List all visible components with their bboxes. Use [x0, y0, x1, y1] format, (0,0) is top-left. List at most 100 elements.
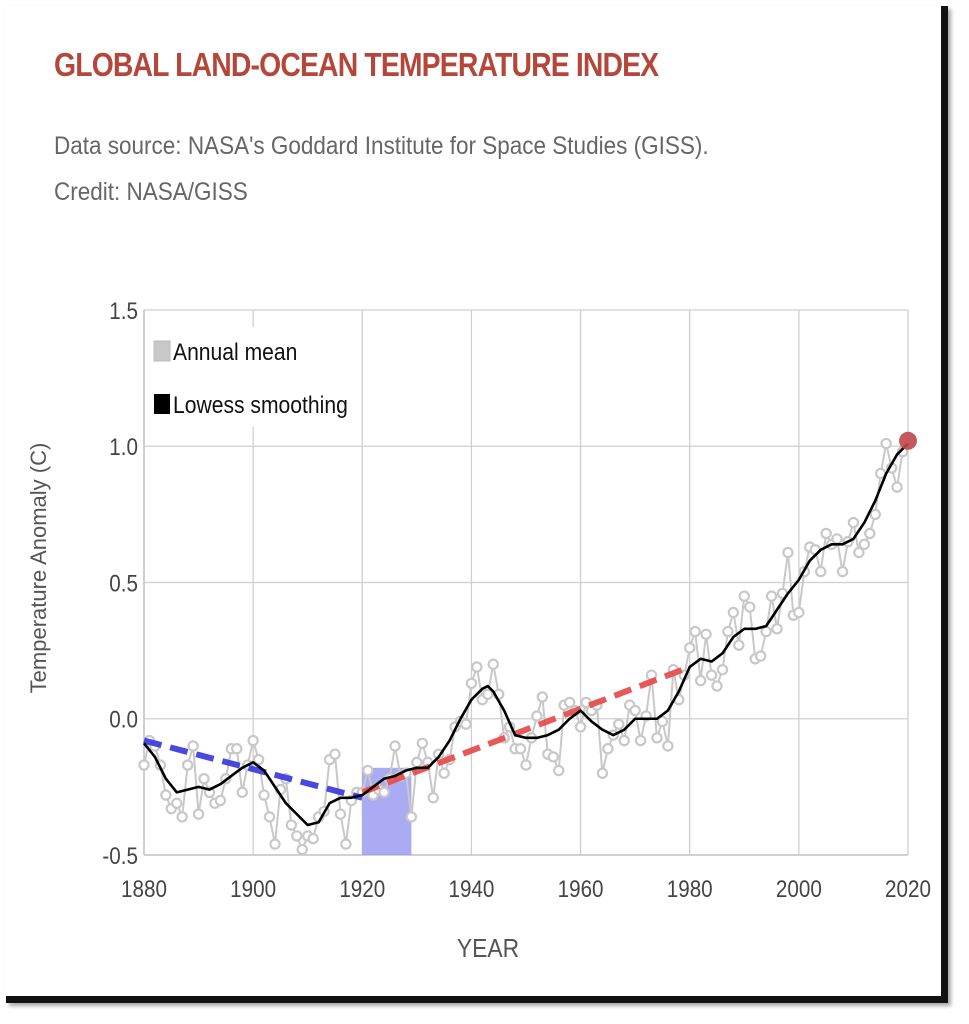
annual-mean-point: [307, 832, 319, 845]
y-tick-label: -0.5: [102, 843, 138, 870]
annual-mean-point: [618, 734, 630, 747]
annual-mean-point: [782, 546, 794, 559]
annual-mean-point: [880, 437, 892, 450]
annual-mean-point: [814, 565, 827, 578]
annual-mean-point: [733, 639, 745, 651]
annual-mean-point: [487, 658, 499, 670]
chart-title: GLOBAL LAND-OCEAN TEMPERATURE INDEX: [54, 46, 659, 83]
annual-mean-point: [547, 751, 559, 763]
chart-card: GLOBAL LAND-OCEAN TEMPERATURE INDEX Data…: [6, 6, 948, 1003]
annual-mean-point: [252, 753, 265, 766]
annual-mean-point: [460, 718, 472, 730]
annual-mean-point: [831, 533, 843, 545]
annual-mean-point: [891, 481, 903, 493]
tick-labels: 1880 1900 1920 1940 1960 1980 2000 2020 1.5 1.0 0.…: [102, 298, 931, 903]
annual-mean-point: [853, 546, 865, 559]
legend-label-annual-mean: Annual mean: [173, 339, 297, 366]
latest-point-marker: [899, 431, 917, 450]
y-tick-label: 1.0: [109, 434, 138, 461]
annual-mean-line: [143, 443, 904, 853]
latest-point-layer: [899, 431, 917, 450]
x-tick-label: 1940: [448, 876, 494, 903]
y-tick-label: 0.5: [109, 570, 138, 597]
annual-mean-point: [722, 625, 734, 638]
annual-mean-point: [716, 664, 729, 676]
annual-mean-point: [820, 527, 832, 540]
annual-mean-point: [291, 830, 303, 842]
lowess-line: [142, 442, 909, 827]
annual-mean-point: [744, 601, 756, 613]
annual-mean-point: [531, 710, 543, 722]
annual-mean-point: [465, 677, 478, 690]
annual-mean-point: [258, 789, 270, 801]
annual-mean-point: [563, 696, 576, 709]
annual-mean-point: [711, 680, 723, 692]
annual-mean-point: [378, 786, 390, 799]
annual-mean-point: [602, 743, 614, 755]
annual-mean-point: [329, 748, 341, 760]
y-axis-label: Temperature Anomaly (C): [26, 443, 51, 694]
annual-mean-point: [247, 734, 259, 747]
annual-mean-point: [858, 538, 871, 551]
annual-mean-point: [689, 625, 701, 638]
annual-mean-point: [405, 811, 418, 823]
annual-mean-point: [416, 737, 429, 749]
legend: Annual mean Lowess smoothing: [148, 327, 348, 427]
x-tick-label: 1900: [230, 876, 276, 903]
credit-text: Credit: NASA/GISS: [54, 178, 248, 206]
annual-mean-point: [836, 565, 849, 578]
annual-mean-point: [760, 625, 772, 638]
data-source-text: Data source: NASA's Goddard Institute fo…: [54, 132, 709, 160]
x-axis-label: YEAR: [457, 935, 519, 964]
annual-mean-point: [285, 819, 298, 831]
annual-mean-point: [269, 838, 281, 850]
x-tick-label: 1880: [121, 876, 167, 903]
x-tick-label: 2020: [885, 876, 931, 903]
annual-mean-point: [263, 811, 276, 823]
annual-mean-point: [793, 606, 805, 619]
annual-mean-point: [438, 767, 450, 779]
annual-mean-point: [651, 732, 663, 744]
annual-mean-point: [198, 773, 210, 785]
annual-mean-point: [176, 811, 188, 823]
annual-mean-point: [694, 674, 707, 687]
legend-swatch-lowess: [154, 394, 170, 414]
annual-mean-point: [362, 764, 374, 777]
annual-mean-point: [160, 789, 172, 801]
annual-mean-point: [656, 715, 669, 728]
annual-mean-point: [236, 786, 248, 799]
annual-mean-point: [482, 688, 494, 700]
annual-mean-point: [864, 527, 876, 540]
legend-background: [148, 327, 348, 427]
annual-mean-series: [138, 437, 909, 856]
x-tick-label: 1980: [667, 876, 713, 903]
annual-mean-point: [727, 606, 740, 619]
annual-mean-point: [771, 623, 783, 635]
annual-mean-point: [869, 508, 881, 521]
annual-mean-point: [181, 759, 194, 771]
annual-mean-point: [700, 628, 712, 640]
trend-lines-layer: [143, 664, 691, 801]
annual-mean-point: [231, 743, 243, 755]
x-tick-label: 2000: [776, 876, 822, 903]
annual-mean-point: [192, 808, 205, 820]
annual-mean-point: [629, 704, 641, 717]
legend-swatch-annual-mean: [153, 340, 171, 362]
x-tick-label: 1920: [339, 876, 385, 903]
annual-mean-point: [662, 740, 674, 752]
annual-mean-point: [613, 718, 625, 730]
annual-mean-point: [171, 797, 183, 809]
legend-label-lowess: Lowess smoothing: [173, 392, 348, 419]
annual-mean-point: [574, 721, 587, 733]
trend-dashed-line: [143, 737, 364, 801]
annual-mean-point: [340, 838, 352, 850]
annual-mean-point: [514, 743, 527, 755]
annual-mean-point: [334, 808, 347, 820]
annual-mean-point: [187, 740, 199, 752]
annual-mean-point: [536, 691, 549, 703]
annual-mean-point: [684, 642, 696, 654]
annual-mean-point: [553, 764, 565, 777]
trend-dashed-line: [361, 664, 691, 796]
annual-mean-point: [296, 843, 308, 856]
